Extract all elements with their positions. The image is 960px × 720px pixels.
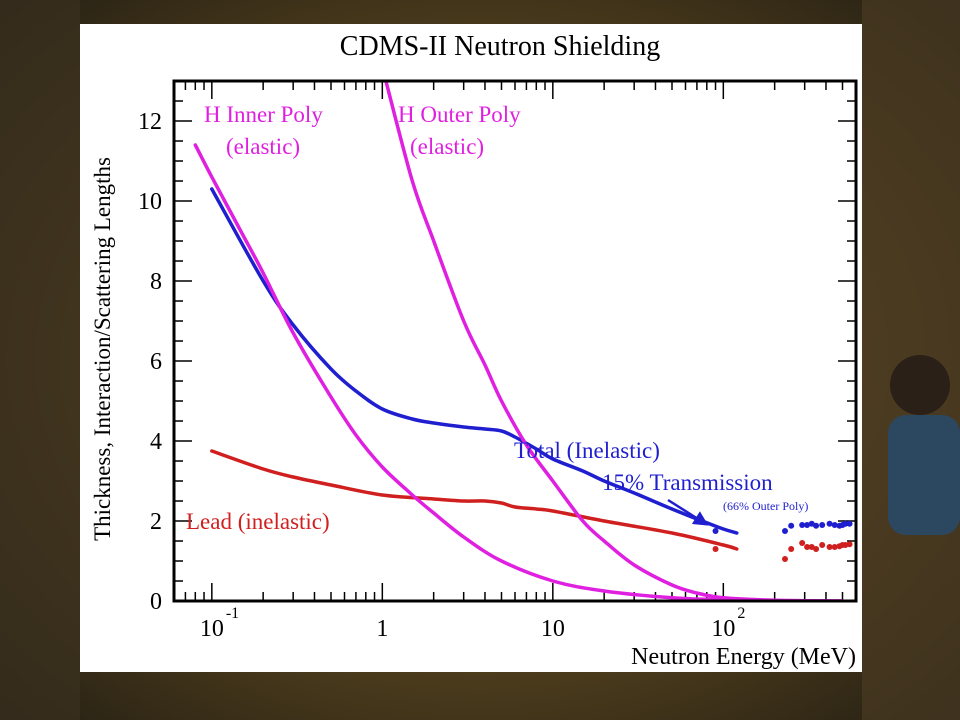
lead-transmission-points-point bbox=[804, 544, 811, 550]
x-tick-exponent: 2 bbox=[737, 605, 745, 622]
series-line-2 bbox=[193, 143, 845, 601]
total-transmission-points-point bbox=[819, 522, 826, 528]
photo-person-body bbox=[888, 415, 960, 535]
x-tick-label: 1 bbox=[376, 616, 388, 642]
annotation-h-inner-line2: (elastic) bbox=[226, 134, 300, 159]
x-tick-exponent: -1 bbox=[226, 605, 239, 622]
total-transmission-points-point bbox=[826, 520, 833, 527]
plot-frame bbox=[172, 79, 858, 603]
transmission-arrow bbox=[667, 498, 709, 526]
series-line-3 bbox=[384, 81, 845, 601]
chart-panel: CDMS-II Neutron Shielding Thickness, Int… bbox=[80, 24, 862, 672]
lead-transmission-points-point bbox=[831, 544, 838, 550]
x-tick-label: 10 bbox=[541, 616, 565, 642]
annotation-h-inner-line1: H Inner Poly bbox=[204, 102, 323, 127]
y-tick-label: 0 bbox=[150, 589, 162, 615]
lead-transmission-points-point bbox=[788, 546, 795, 552]
total-transmission-points-point bbox=[712, 528, 719, 534]
total-transmission-points-point bbox=[846, 520, 853, 527]
series-layer bbox=[193, 81, 845, 601]
annotation-h-outer-line1: H Outer Poly bbox=[398, 102, 521, 127]
lead-transmission-points-point bbox=[712, 546, 719, 552]
annotation-lead: Lead (inelastic) bbox=[186, 509, 330, 534]
y-tick-label: 4 bbox=[150, 429, 162, 455]
annotation-total: Total (Inelastic) bbox=[514, 438, 660, 463]
y-tick-label: 10 bbox=[138, 189, 162, 215]
annotation-transmission: 15% Transmission bbox=[602, 470, 773, 495]
chart-svg: CDMS-II Neutron Shielding Thickness, Int… bbox=[90, 31, 858, 670]
total-transmission-points-point bbox=[831, 522, 838, 528]
lead-transmission-points-point bbox=[826, 544, 833, 550]
y-tick-label: 8 bbox=[150, 269, 162, 295]
marker-layer bbox=[712, 520, 853, 562]
annotation-h-outer-line2: (elastic) bbox=[410, 134, 484, 159]
total-transmission-points-point bbox=[813, 522, 820, 529]
y-tick-label: 6 bbox=[150, 349, 162, 375]
lead-transmission-points-point bbox=[813, 546, 820, 552]
x-axis-label: Neutron Energy (MeV) bbox=[631, 644, 856, 670]
total-transmission-points-point bbox=[781, 528, 788, 534]
photo-person-head bbox=[890, 355, 950, 415]
series-line-0 bbox=[210, 187, 739, 535]
lead-transmission-points-point bbox=[799, 540, 806, 546]
photo-left-strip bbox=[0, 0, 80, 720]
x-tick-label: 10 bbox=[200, 616, 224, 642]
total-transmission-points-point bbox=[788, 522, 795, 529]
annotation-transmission-note: (66% Outer Poly) bbox=[723, 499, 808, 513]
total-transmission-points-point bbox=[842, 520, 849, 527]
lead-transmission-points-point bbox=[781, 556, 788, 562]
axis-tick-labels: 10-1110102103024681012 bbox=[138, 109, 745, 642]
lead-transmission-points-point bbox=[846, 541, 853, 548]
total-transmission-points-point bbox=[799, 522, 806, 528]
lead-transmission-points-point bbox=[819, 542, 826, 548]
total-transmission-points-point bbox=[804, 522, 811, 528]
y-tick-label: 12 bbox=[138, 109, 162, 135]
series-line-1 bbox=[210, 449, 739, 551]
x-tick-label: 10 bbox=[711, 616, 735, 642]
y-axis-label: Thickness, Interaction/Scattering Length… bbox=[90, 157, 115, 541]
y-tick-label: 2 bbox=[150, 509, 162, 535]
chart-title: CDMS-II Neutron Shielding bbox=[340, 31, 660, 62]
